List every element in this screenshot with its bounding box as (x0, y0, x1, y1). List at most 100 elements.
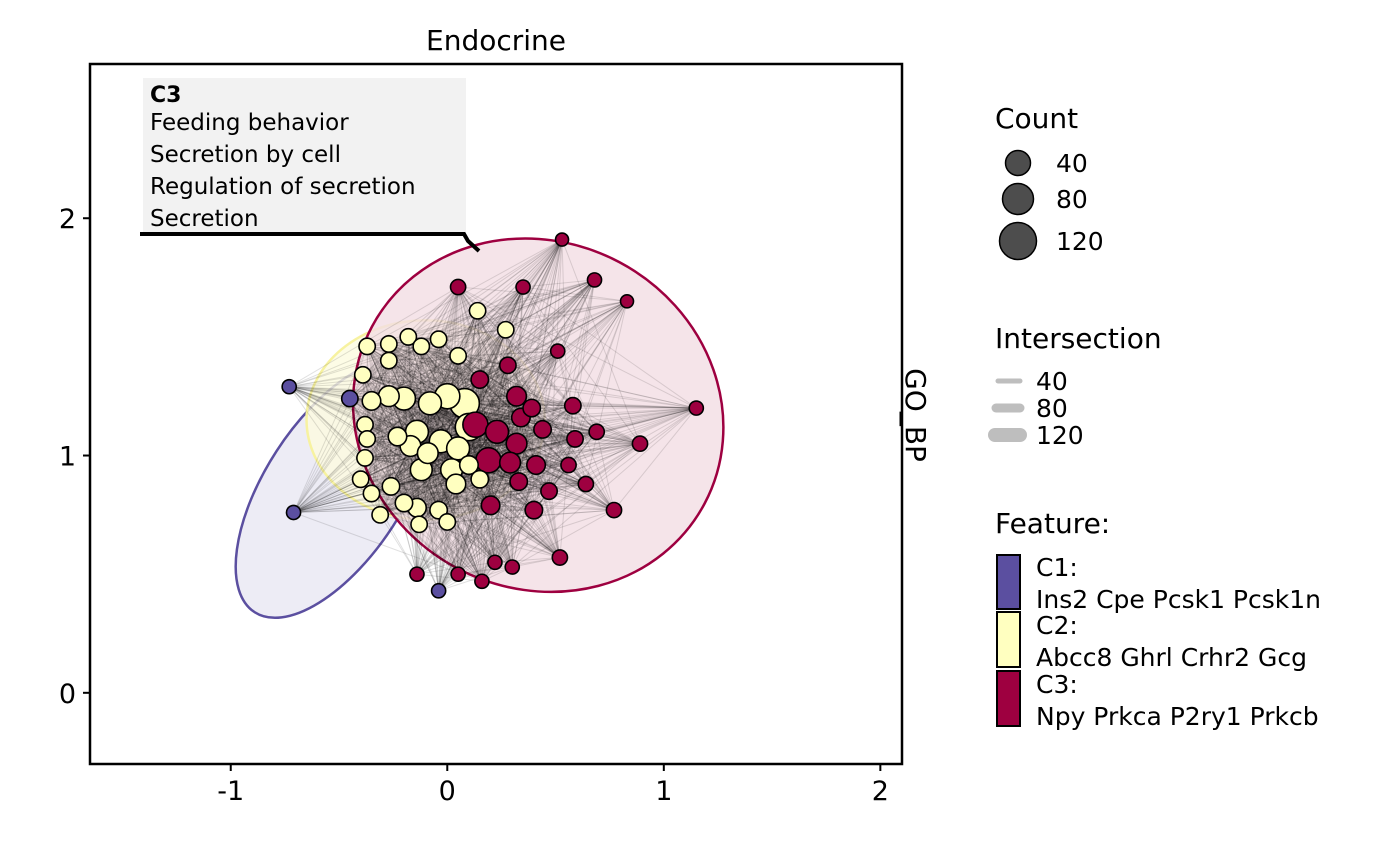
network-edge (438, 279, 595, 340)
network-edge (390, 355, 459, 487)
node-c3 (470, 370, 490, 390)
network-nodes (281, 232, 705, 599)
network-edge (535, 431, 597, 466)
network-edge (366, 346, 491, 506)
network-edge (390, 431, 498, 487)
x-tick-label: 1 (655, 776, 672, 807)
network-edge (458, 286, 628, 302)
node-c2 (416, 442, 439, 465)
network-edge (409, 286, 459, 447)
node-c2 (429, 330, 448, 349)
node-c1 (285, 504, 302, 521)
network-edge (457, 479, 481, 575)
node-c2 (362, 484, 381, 503)
network-edge (293, 329, 507, 513)
network-edge (477, 310, 481, 380)
network-edge (516, 431, 597, 445)
network-edge (479, 239, 563, 380)
network-edge (494, 407, 697, 563)
y-tick-label: 0 (59, 679, 76, 710)
network-edge (457, 355, 641, 445)
network-edge (438, 301, 628, 592)
network-edge (371, 493, 483, 582)
chart-title: Endocrine (426, 24, 566, 57)
network-edge (457, 443, 641, 575)
network-edge (464, 402, 641, 445)
network-edge (416, 350, 558, 433)
annotation-line: Secretion by cell (150, 142, 341, 168)
network-edge (410, 286, 524, 447)
network-edge (542, 407, 697, 430)
x-tick-label: 2 (872, 776, 889, 807)
network-edge (416, 509, 615, 575)
network-edge (289, 386, 398, 437)
network-edge (479, 279, 595, 480)
network-edge (520, 417, 587, 485)
annotation-line: Feeding behavior (150, 110, 349, 136)
network-edge (403, 239, 563, 399)
network-edge (438, 350, 559, 592)
network-edge (496, 279, 595, 433)
network-edge (438, 396, 448, 591)
network-edge (427, 452, 496, 563)
network-edge (455, 279, 595, 485)
node-c1 (281, 378, 298, 395)
network-edge (366, 300, 628, 440)
network-edge (429, 239, 563, 404)
x-tick-label: -1 (217, 776, 244, 807)
network-edge (464, 310, 479, 404)
network-edge (366, 346, 405, 504)
network-edge (457, 286, 509, 366)
network-edge (438, 505, 492, 592)
network-edge (596, 431, 615, 511)
count-legend: Count 40 80 120 (995, 102, 1104, 261)
node-c3 (619, 293, 635, 309)
network-edge (388, 343, 483, 582)
network-edge (349, 336, 409, 399)
network-edge (522, 286, 559, 352)
node-c3 (588, 423, 606, 441)
feature-legend-swatch (996, 554, 1021, 610)
network-edge (388, 360, 511, 464)
network-edge (457, 286, 518, 397)
network-edge (289, 364, 508, 388)
network-edge (438, 462, 511, 592)
network-edge (477, 279, 595, 312)
network-edge (451, 300, 628, 471)
network-edge (366, 346, 535, 511)
network-edge (371, 400, 496, 563)
network-edge (288, 386, 392, 487)
network-edge (362, 374, 459, 575)
node-c3 (498, 356, 517, 375)
network-edge (388, 395, 483, 582)
node-c2 (358, 337, 377, 356)
annotation-heading: C3 (150, 83, 181, 108)
network-edge (420, 286, 459, 347)
network-edge (447, 464, 569, 523)
network-edge (388, 396, 418, 575)
network-edge (548, 490, 615, 511)
network-edge (457, 286, 587, 485)
network-edge (390, 485, 491, 506)
node-c1 (340, 389, 359, 408)
network-edge (457, 505, 492, 575)
network-edge (535, 464, 615, 511)
network-edge (457, 481, 520, 575)
annotation-line: Secretion (150, 206, 259, 232)
network-edge (349, 398, 535, 511)
node-c3 (688, 400, 705, 416)
network-edge (438, 481, 519, 511)
feature-legend-name: C1: (1036, 553, 1078, 582)
network-edge (494, 464, 537, 563)
network-edge (457, 286, 558, 352)
network-edge (458, 566, 513, 575)
network-edge (440, 286, 459, 442)
network-edge (371, 400, 561, 558)
network-edge (371, 493, 459, 575)
network-edge (568, 407, 697, 466)
network-edge (479, 478, 561, 558)
network-edge (494, 396, 518, 563)
network-edge (364, 457, 452, 471)
network-edge (379, 469, 452, 516)
network-edge (349, 329, 506, 400)
